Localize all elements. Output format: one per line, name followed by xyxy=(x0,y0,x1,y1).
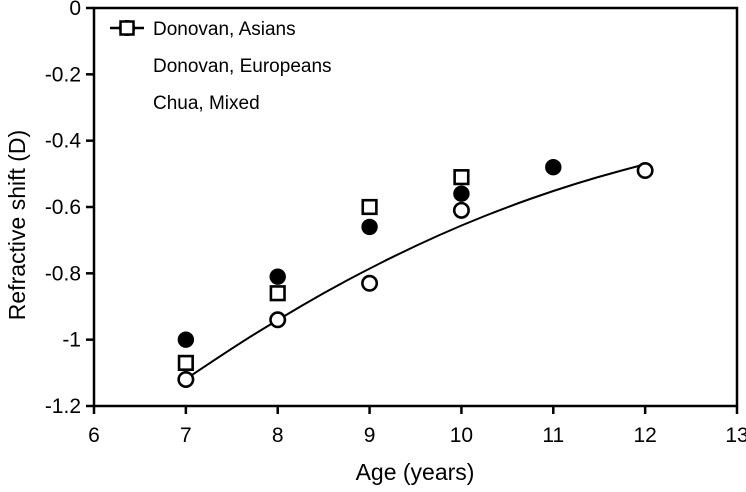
data-point-open-circle xyxy=(361,274,379,292)
data-point-open-square xyxy=(177,354,194,371)
data-point-open-square xyxy=(453,169,470,186)
legend-item-chua-mixed: Chua, Mixed xyxy=(110,20,332,116)
legend: Donovan, Asians Donovan, Europeans Chua,… xyxy=(110,18,332,116)
data-point-filled-circle xyxy=(269,268,286,285)
y-tick-label: -0.2 xyxy=(45,63,81,86)
data-point-filled-circle xyxy=(361,218,378,236)
filled-circle-marker-icon xyxy=(110,20,144,77)
data-point-open-circle xyxy=(636,162,654,180)
data-point-open-square xyxy=(361,198,378,216)
legend-item-donovan-europeans: Donovan, Europeans xyxy=(110,20,332,79)
data-point-open-circle xyxy=(452,201,470,219)
x-tick-label: 6 xyxy=(88,424,100,447)
x-tick-label: 7 xyxy=(180,424,192,447)
x-tick-label: 13 xyxy=(725,424,746,447)
y-tick-label: -0.4 xyxy=(45,130,82,153)
data-point-open-circle xyxy=(269,311,287,329)
y-tick-label: -1 xyxy=(62,329,81,352)
trend-line xyxy=(185,163,646,380)
x-tick-label: 10 xyxy=(450,424,473,447)
x-tick-label: 12 xyxy=(633,424,656,447)
data-point-filled-circle xyxy=(545,159,562,176)
data-point-filled-circle xyxy=(453,185,470,202)
y-tick-label: -0.8 xyxy=(45,262,81,285)
data-point-open-square xyxy=(269,285,286,302)
legend-label: Donovan, Asians xyxy=(153,19,296,40)
y-tick-label: -1.2 xyxy=(45,395,81,418)
x-tick-label: 9 xyxy=(364,424,376,447)
y-tick-label: 0 xyxy=(69,0,81,20)
open-square-marker-icon xyxy=(110,20,144,114)
legend-label: Donovan, Europeans xyxy=(153,56,332,77)
y-axis-title: Refractive shift (D) xyxy=(4,130,30,320)
x-tick-label: 8 xyxy=(272,424,284,447)
x-tick-label: 11 xyxy=(542,424,564,447)
data-point-filled-circle xyxy=(177,331,195,348)
legend-label: Chua, Mixed xyxy=(153,93,260,114)
data-point-open-circle xyxy=(177,370,195,388)
y-tick-label: -0.6 xyxy=(45,196,81,219)
x-axis-title: Age (years) xyxy=(356,459,475,485)
